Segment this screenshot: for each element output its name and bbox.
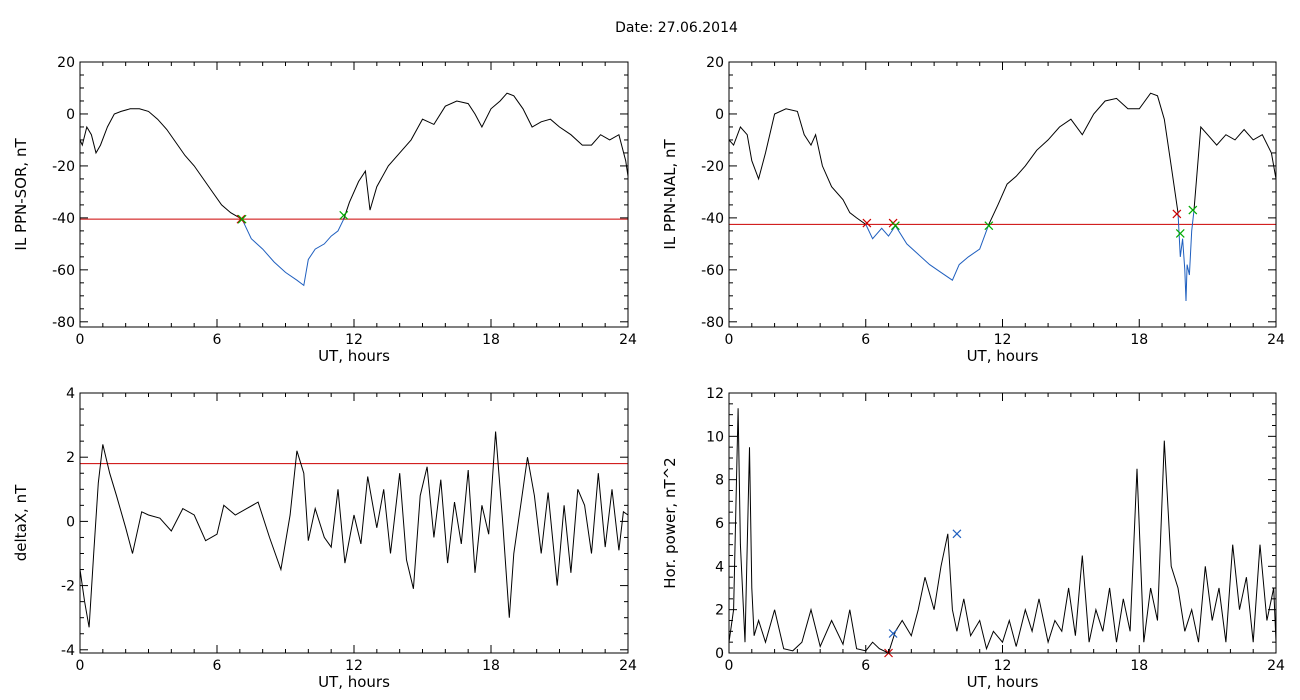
y-tick-label: -2 xyxy=(61,579,75,595)
x-tick-label: 18 xyxy=(1130,658,1148,674)
series-line-3 xyxy=(988,92,1179,225)
y-tick-label: 2 xyxy=(715,603,724,619)
axes-frame xyxy=(728,392,1277,654)
y-tick-label: 0 xyxy=(66,514,75,530)
y-tick-label: 20 xyxy=(706,55,724,71)
chart-panel-2: 0 6 12 18 24 -80 -60 -40 -20 0 20 UT, hours IL PPN-N… xyxy=(661,55,1285,365)
x-tick-label: 18 xyxy=(482,658,500,674)
x-tick-label: 18 xyxy=(1130,332,1148,348)
series-line-1 xyxy=(79,108,243,220)
x-tick-label: 18 xyxy=(482,332,500,348)
series-line-2 xyxy=(241,218,345,287)
event-marker xyxy=(888,629,898,638)
y-tick-label: -60 xyxy=(701,263,724,279)
axes-frame xyxy=(79,61,629,328)
event-marker xyxy=(984,221,994,231)
event-marker xyxy=(952,529,962,539)
series-line-1 xyxy=(728,108,867,225)
y-tick-label: -80 xyxy=(701,315,724,331)
event-marker xyxy=(862,218,872,228)
y-tick-label: 20 xyxy=(57,55,75,71)
x-tick-label: 0 xyxy=(725,332,734,348)
series-line-2 xyxy=(865,224,990,281)
y-axis-label: Hor. power, nT^2 xyxy=(661,457,679,588)
y-tick-label: 4 xyxy=(715,559,724,575)
event-marker xyxy=(1175,229,1185,238)
x-tick-label: 6 xyxy=(861,332,870,348)
series-line-3 xyxy=(343,92,629,220)
x-tick-label: 24 xyxy=(1267,658,1285,674)
y-tick-label: 2 xyxy=(66,450,75,466)
y-tick-label: 8 xyxy=(715,473,724,489)
x-tick-label: 12 xyxy=(994,658,1012,674)
chart-panel-1: 0 6 12 18 24 -80 -60 -40 -20 0 20 UT, hours IL PPN-S… xyxy=(12,55,637,365)
event-marker xyxy=(1188,205,1198,215)
x-axis-label: UT, hours xyxy=(967,673,1039,691)
figure-title: Date: 27.06.2014 xyxy=(615,20,738,36)
x-tick-label: 6 xyxy=(213,658,222,674)
series-line-4 xyxy=(1177,210,1195,302)
y-tick-label: 6 xyxy=(715,516,724,532)
y-axis-label: deltaX, nT xyxy=(12,484,30,561)
x-tick-label: 12 xyxy=(994,332,1012,348)
y-tick-label: -40 xyxy=(52,211,75,227)
x-axis-label: UT, hours xyxy=(318,347,390,365)
y-tick-label: 0 xyxy=(715,646,724,662)
x-tick-label: 6 xyxy=(861,658,870,674)
x-tick-label: 24 xyxy=(619,332,637,348)
y-tick-label: 0 xyxy=(715,107,724,123)
y-tick-label: -20 xyxy=(52,159,75,175)
x-tick-label: 6 xyxy=(213,332,222,348)
axes-frame xyxy=(79,392,629,654)
series-line-5 xyxy=(1193,125,1277,211)
x-tick-label: 12 xyxy=(345,658,363,674)
y-tick-label: -80 xyxy=(52,315,75,331)
event-marker xyxy=(1172,209,1182,219)
x-tick-label: 12 xyxy=(345,332,363,348)
y-axis-label: IL PPN-SOR, nT xyxy=(12,138,30,251)
x-tick-label: 0 xyxy=(76,332,85,348)
x-tick-label: 0 xyxy=(76,658,85,674)
event-marker xyxy=(890,221,900,231)
x-tick-label: 0 xyxy=(725,658,734,674)
x-tick-label: 24 xyxy=(1267,332,1285,348)
y-tick-label: 0 xyxy=(66,107,75,123)
series-line-1 xyxy=(728,408,1277,654)
y-tick-label: -4 xyxy=(61,643,75,659)
event-marker xyxy=(339,210,349,220)
series-line-1 xyxy=(79,431,629,628)
x-tick-label: 24 xyxy=(619,658,637,674)
x-axis-label: UT, hours xyxy=(967,347,1039,365)
y-tick-label: 12 xyxy=(706,386,724,402)
y-tick-label: 10 xyxy=(706,429,724,445)
event-marker xyxy=(236,214,246,224)
y-tick-label: 4 xyxy=(66,386,75,402)
y-axis-label: IL PPN-NAL, nT xyxy=(661,139,679,250)
y-tick-label: -20 xyxy=(701,159,724,175)
event-marker xyxy=(237,214,247,224)
y-tick-label: -40 xyxy=(701,211,724,227)
x-axis-label: UT, hours xyxy=(318,673,390,691)
y-tick-label: -60 xyxy=(52,263,75,279)
